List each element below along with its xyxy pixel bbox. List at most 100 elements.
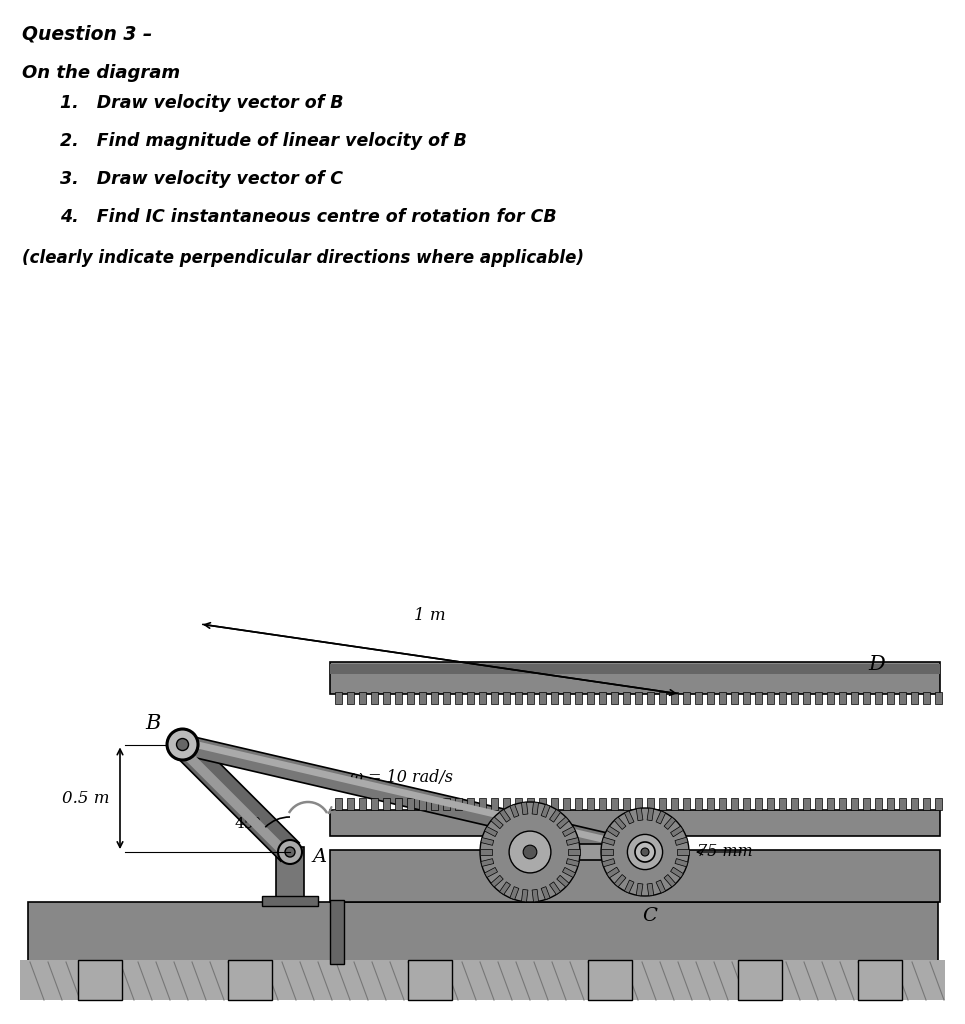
Bar (767, 798, 774, 810)
Text: (clearly indicate perpendicular directions where applicable): (clearly indicate perpendicular directio… (22, 249, 584, 267)
Polygon shape (541, 887, 550, 900)
Bar (563, 798, 570, 810)
Polygon shape (648, 808, 653, 820)
Polygon shape (500, 882, 510, 895)
Bar (707, 798, 714, 810)
Bar (551, 798, 558, 810)
Bar (923, 692, 930, 705)
Bar (479, 692, 486, 705)
Polygon shape (521, 890, 528, 902)
Bar (335, 692, 342, 705)
Circle shape (635, 842, 655, 862)
Polygon shape (636, 808, 643, 820)
Bar (419, 798, 426, 810)
Bar (431, 692, 438, 705)
Text: 2.   Find magnitude of linear velocity of B: 2. Find magnitude of linear velocity of … (60, 132, 467, 150)
Bar (371, 692, 378, 705)
Polygon shape (549, 882, 561, 895)
Circle shape (177, 738, 188, 751)
Circle shape (627, 835, 663, 869)
Bar (923, 798, 930, 810)
Bar (431, 798, 438, 810)
Circle shape (168, 729, 198, 760)
Text: 1.   Draw velocity vector of B: 1. Draw velocity vector of B (60, 94, 344, 112)
Bar (347, 798, 354, 810)
Text: B: B (145, 714, 160, 732)
Bar (551, 692, 558, 705)
Text: 3.   Draw velocity vector of C: 3. Draw velocity vector of C (60, 170, 343, 188)
Polygon shape (664, 817, 676, 829)
Bar (78, 961, 122, 1000)
Bar (815, 798, 822, 810)
Polygon shape (182, 738, 647, 853)
Bar (395, 798, 402, 810)
Bar (491, 798, 498, 810)
Bar (28, 902, 938, 964)
Polygon shape (568, 850, 580, 854)
Bar (899, 798, 906, 810)
Circle shape (510, 831, 551, 872)
Polygon shape (557, 876, 569, 887)
Polygon shape (491, 817, 503, 828)
Text: 0.5 m: 0.5 m (63, 790, 110, 807)
Polygon shape (671, 826, 683, 837)
Text: ω = 10 rad/s: ω = 10 rad/s (350, 768, 453, 785)
Bar (851, 692, 858, 705)
Bar (530, 844, 645, 860)
Polygon shape (549, 809, 561, 822)
Polygon shape (532, 802, 538, 814)
Polygon shape (664, 874, 676, 887)
Bar (503, 798, 510, 810)
Bar (407, 692, 414, 705)
Bar (588, 961, 632, 1000)
Polygon shape (615, 817, 626, 829)
Polygon shape (677, 850, 689, 854)
Bar (330, 850, 940, 902)
Polygon shape (607, 867, 620, 878)
Bar (611, 692, 618, 705)
Bar (330, 810, 940, 836)
Bar (683, 692, 690, 705)
Bar (575, 798, 582, 810)
Bar (767, 692, 774, 705)
Bar (407, 798, 414, 810)
Polygon shape (174, 735, 299, 861)
Bar (839, 692, 846, 705)
Bar (647, 692, 654, 705)
Bar (359, 692, 366, 705)
Bar (455, 798, 462, 810)
Polygon shape (481, 859, 494, 866)
Bar (527, 692, 534, 705)
Bar (743, 692, 750, 705)
Bar (738, 961, 782, 1000)
Bar (671, 692, 678, 705)
Polygon shape (480, 850, 492, 854)
Polygon shape (484, 867, 498, 878)
Bar (479, 798, 486, 810)
Bar (359, 798, 366, 810)
Polygon shape (602, 838, 615, 846)
Bar (443, 798, 450, 810)
Bar (887, 798, 894, 810)
Bar (587, 798, 594, 810)
Bar (659, 692, 666, 705)
Bar (347, 692, 354, 705)
Bar (863, 692, 870, 705)
Bar (330, 900, 344, 964)
Bar (515, 798, 522, 810)
Polygon shape (602, 858, 615, 866)
Bar (623, 692, 630, 705)
Bar (707, 692, 714, 705)
Bar (611, 798, 618, 810)
Polygon shape (656, 880, 666, 893)
Bar (803, 798, 810, 810)
Bar (491, 692, 498, 705)
Polygon shape (566, 838, 579, 846)
Polygon shape (484, 826, 498, 837)
Polygon shape (557, 817, 569, 828)
Text: 75 mm: 75 mm (697, 844, 753, 860)
Polygon shape (481, 838, 494, 846)
Polygon shape (180, 735, 648, 862)
Bar (935, 798, 942, 810)
Polygon shape (510, 887, 519, 900)
